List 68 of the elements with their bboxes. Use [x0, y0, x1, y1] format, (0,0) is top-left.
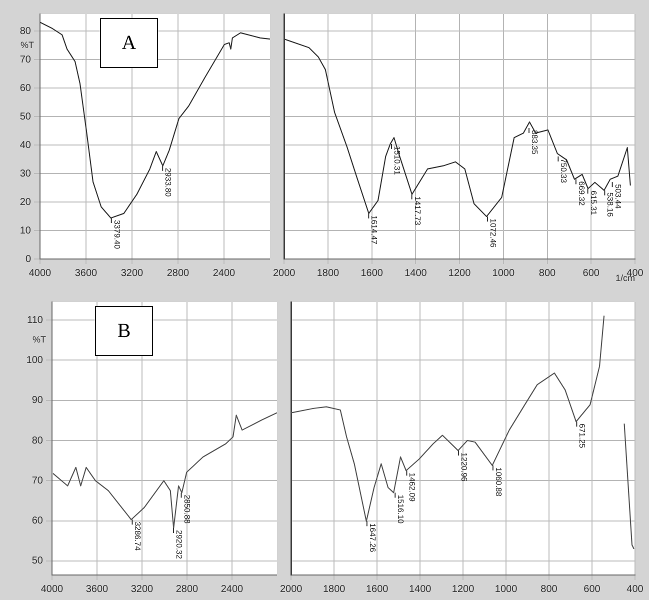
y-tick-label: 60 — [20, 82, 32, 94]
annotation: 2850.88 — [182, 494, 192, 524]
x-tick-label: 1000 — [492, 268, 515, 279]
x-tick-label: 3200 — [120, 268, 144, 279]
y-tick-label: 70 — [20, 54, 32, 66]
y-axis-title: %T — [32, 334, 46, 345]
x-tick-label: 2800 — [166, 268, 190, 279]
x-tick-label: 800 — [540, 584, 558, 595]
y-tick-label: 90 — [32, 395, 44, 406]
annotation: 1072.46 — [488, 218, 498, 248]
y-tick-label: 80 — [32, 435, 44, 446]
y-tick-label: 30 — [20, 168, 32, 180]
x-tick-label: 2400 — [220, 584, 244, 595]
x-tick-label: 1200 — [452, 584, 475, 595]
annotation: 1614.47 — [370, 215, 379, 245]
y-tick-label: 110 — [27, 314, 44, 326]
annotation: 671.25 — [578, 424, 587, 449]
y-tick-label: 100 — [26, 354, 44, 366]
annotation: 883.35 — [530, 130, 539, 155]
x-tick-label: 1600 — [366, 584, 389, 595]
x-tick-label: 600 — [584, 584, 601, 595]
x-tick-label: 1400 — [404, 268, 428, 279]
x-tick-label: 1200 — [448, 268, 472, 279]
x-tick-label: 1400 — [408, 584, 432, 595]
annotation: 3379.40 — [112, 220, 122, 250]
annotation: 1516.10 — [396, 494, 406, 524]
x-tick-label: 2000 — [280, 584, 303, 595]
text: B — [95, 306, 153, 356]
annotation: 750.33 — [559, 158, 568, 184]
x-tick-label: 2400 — [212, 268, 236, 279]
x-tick-label: 3600 — [86, 584, 109, 595]
annotation: 1647.26 — [368, 523, 377, 553]
y-tick-label: 40 — [20, 140, 32, 151]
x-tick-label: 2800 — [176, 584, 199, 595]
annotation: 2920.32 — [174, 530, 184, 560]
y-tick-label: 0 — [25, 254, 32, 265]
y-tick-label: 80 — [20, 26, 32, 37]
annotation: 1417.73 — [412, 196, 422, 226]
annotation: 1510.31 — [392, 146, 402, 176]
y-axis-title: %T — [20, 40, 34, 50]
x-tick-label: 4000 — [40, 584, 64, 595]
x-tick-label: 1800 — [316, 268, 340, 279]
x-tick-label: 800 — [538, 268, 556, 279]
x-tick-label: 1600 — [360, 268, 384, 279]
y-tick-label: 50 — [32, 556, 44, 567]
annotation: 1462.09 — [408, 472, 417, 502]
annotation: 1220.96 — [460, 452, 469, 482]
annotation: 1060.88 — [494, 467, 503, 497]
y-tick-label: 60 — [32, 516, 44, 527]
text: A — [100, 18, 158, 68]
annotation: 2933.80 — [164, 168, 173, 198]
x-tick-label: 1000 — [494, 584, 518, 595]
y-tick-label: 20 — [20, 196, 32, 208]
x-tick-label: 400 — [626, 584, 644, 595]
annotation: 503.44 — [613, 184, 622, 210]
annotation: 615.31 — [588, 190, 598, 216]
annotation: 669.32 — [576, 181, 586, 206]
y-tick-label: 70 — [32, 475, 44, 486]
x-tick-label: 2000 — [273, 268, 296, 279]
annotation: 3286.74 — [133, 522, 142, 552]
annotation: 538.16 — [606, 192, 615, 218]
y-tick-label: 10 — [20, 225, 32, 236]
x-tick-label: 1800 — [322, 584, 346, 595]
y-tick-label: 50 — [20, 111, 32, 122]
x-tick-label: 3600 — [74, 268, 98, 279]
x-tick-label: 600 — [582, 268, 600, 279]
x-tick-label: 3200 — [130, 584, 154, 595]
x-tick-label: 4000 — [28, 268, 52, 279]
